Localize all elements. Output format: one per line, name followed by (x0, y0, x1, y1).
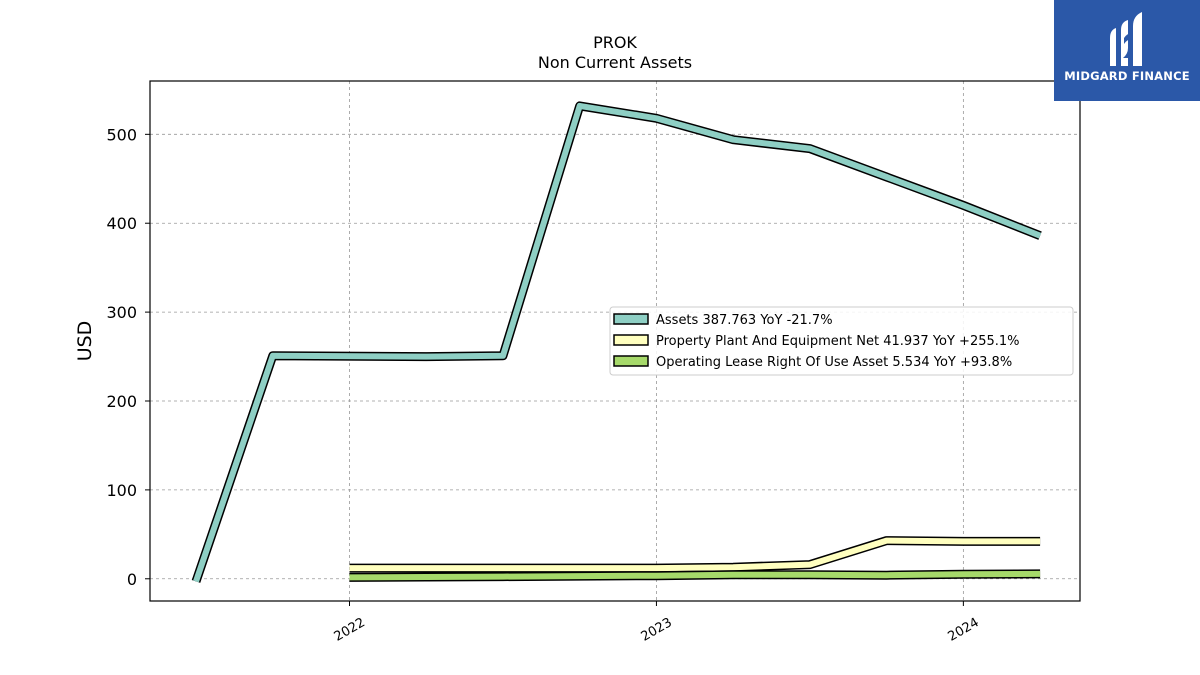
series-line-2 (349, 537, 1041, 572)
legend-swatch (613, 313, 649, 325)
x-tick-label: 2022 (332, 615, 368, 645)
y-tick-label: 400 (106, 214, 137, 233)
legend-label: Assets 387.763 YoY -21.7% (656, 313, 833, 328)
logo-text: MIDGARD FINANCE (1064, 69, 1190, 83)
x-tick-label: 2024 (946, 615, 982, 645)
series-layer (191, 101, 1042, 583)
y-tick-label: 200 (106, 392, 137, 411)
legend-box (609, 306, 1074, 376)
legend: Assets 387.763 YoY -21.7% Property Plant … (609, 306, 1074, 376)
x-axis-ticks: 2022 2023 2024 (332, 601, 982, 645)
legend-label: Property Plant And Equipment Net 41.937 … (656, 334, 1020, 349)
plot-frame (149, 80, 1081, 602)
x-tick-label: 2023 (639, 615, 675, 645)
legend-label: Operating Lease Right Of Use Asset 5.534… (656, 355, 1012, 370)
chart-title: PROK (593, 33, 637, 52)
series-line-3 (349, 570, 1041, 581)
y-tick-label: 0 (127, 570, 137, 589)
legend-swatch (613, 355, 649, 367)
y-tick-label: 500 (106, 125, 137, 144)
series-line-outline (349, 536, 1041, 573)
y-axis-label: USD (74, 321, 96, 362)
y-tick-label: 300 (106, 303, 137, 322)
y-axis-ticks: 0 100 200 300 400 500 (106, 125, 150, 589)
legend-swatch (613, 334, 649, 346)
logo-mark-icon (1110, 12, 1142, 66)
y-tick-label: 100 (106, 481, 137, 500)
chart-subtitle: Non Current Assets (538, 53, 692, 72)
series-line-1 (193, 102, 1042, 583)
midgard-finance-logo: MIDGARD FINANCE (1054, 0, 1200, 101)
